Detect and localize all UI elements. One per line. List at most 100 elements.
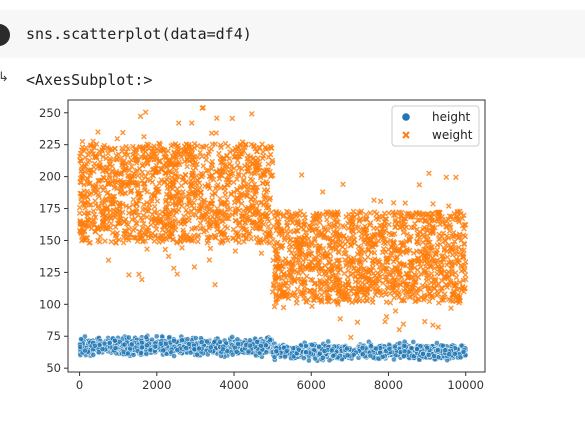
height-point [258,342,264,349]
weight-point [222,192,228,198]
weight-point [386,221,392,228]
height-point [442,347,449,354]
weight-point [128,163,135,170]
y-tick-label: 200 [39,170,61,184]
height-point [300,355,307,361]
weight-point [119,191,125,197]
weight-point [201,229,207,235]
weight-point [133,220,140,226]
height-point [139,344,145,351]
weight-point [120,239,127,246]
weight-point [112,239,119,246]
height-point [254,339,260,345]
y-tick-label: 250 [39,106,61,120]
weight-point [176,159,182,166]
weight-point [204,240,211,246]
weight-point [231,199,238,206]
height-point [325,338,332,345]
weight-point [345,267,352,274]
weight-point [102,238,108,244]
weight-point [191,199,197,206]
weight-point [179,177,186,183]
weight-point [128,157,135,163]
height-point [233,348,240,355]
weight-point [224,215,230,222]
height-point [101,340,108,347]
weight-point [193,224,200,231]
height-point [420,351,426,357]
weight-point [204,215,211,221]
weight-point [200,225,206,231]
weight-point [400,321,407,328]
height-point [425,352,432,358]
height-point [130,352,137,358]
weight-point [316,271,323,277]
x-tick-label: 4000 [219,378,248,392]
height-point [368,343,374,350]
weight-point [318,292,325,298]
height-point [99,346,106,352]
weight-point [155,213,162,219]
weight-point [141,133,147,140]
weight-point [280,304,287,311]
x-tick-label: 0 [76,378,83,392]
height-point [431,353,437,359]
height-point [166,334,172,341]
y-tick-label: 100 [39,297,61,311]
weight-point [236,192,243,199]
code-text[interactable]: sns.scatterplot(data=df4) [26,25,252,43]
weight-point [139,276,145,283]
weight-point [374,210,380,217]
weight-point [156,140,163,147]
height-point [434,340,440,346]
weight-point [119,148,126,154]
height-point [457,354,464,361]
height-point [82,333,88,340]
weight-point [198,204,205,211]
weight-point [161,147,168,153]
height-point [344,352,351,359]
weight-point [144,199,150,206]
height-point [163,340,169,347]
weight-point [170,265,177,272]
series-weight [76,104,469,341]
weight-point [222,210,228,216]
weight-point [77,153,83,160]
run-cell-icon[interactable] [0,24,10,46]
weight-point [383,313,390,320]
weight-point [238,200,245,207]
weight-point [181,213,187,219]
weight-point [265,161,272,167]
weight-point [102,213,109,219]
weight-point [105,257,112,263]
weight-point [150,172,156,179]
weight-point [453,274,460,281]
height-point [330,352,337,359]
height-point [157,340,164,347]
height-point [359,345,366,351]
weight-point [91,216,97,223]
x-tick-label: 8000 [374,378,403,392]
weight-point [208,130,215,137]
weight-point [108,220,114,227]
weight-point [137,113,144,120]
weight-point [238,166,245,172]
weight-point [377,198,384,205]
weight-point [78,199,84,205]
weight-point [97,177,103,184]
weight-point [232,248,239,254]
weight-point [264,181,270,187]
height-point [373,345,380,352]
weight-point [253,200,260,207]
weight-point [86,202,93,208]
height-point [263,349,270,356]
code-cell[interactable]: sns.scatterplot(data=df4) [0,10,585,58]
weight-point [258,250,265,257]
weight-point [113,179,120,186]
weight-point [226,180,233,186]
height-point [179,337,185,344]
weight-point [218,144,224,151]
weight-point [144,214,150,220]
weight-point [390,199,397,206]
weight-point [162,246,169,253]
